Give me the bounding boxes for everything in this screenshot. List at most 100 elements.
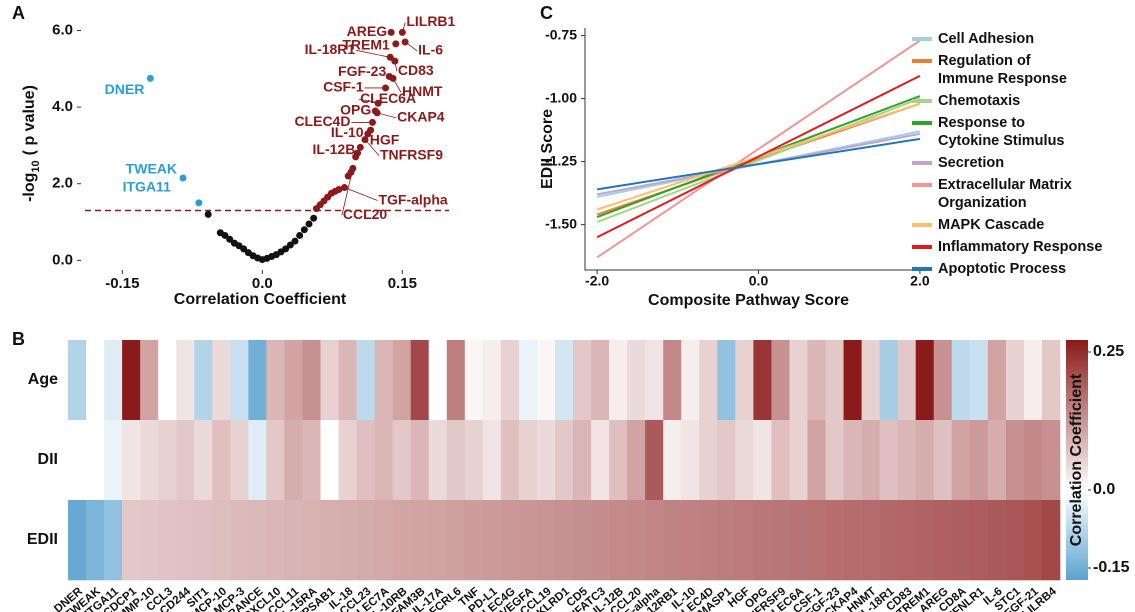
heat-cell: [771, 340, 790, 421]
heat-cell: [320, 420, 339, 501]
heat-cell: [410, 340, 430, 421]
point-label: CCL20: [343, 206, 388, 222]
heat-cell: [464, 500, 484, 581]
legend-item: Secretion: [912, 154, 1102, 172]
heat-cell: [1023, 420, 1043, 501]
heat-cell: [158, 420, 177, 501]
heat-cell: [843, 340, 862, 421]
heat-cell: [518, 420, 538, 501]
legend-label: Secretion: [938, 155, 1005, 171]
heat-cell: [68, 340, 87, 421]
legend-swatch: [912, 161, 932, 165]
heat-cell: [915, 500, 935, 581]
heat-cell: [591, 420, 610, 501]
heat-cell: [104, 500, 123, 581]
legend-label: Inflammatory Response: [938, 239, 1103, 255]
heat-cell: [500, 500, 520, 581]
heat-cell: [861, 500, 880, 581]
point-label: CSF-1: [323, 79, 364, 95]
heat-cell: [807, 340, 826, 421]
series-line: [596, 75, 921, 239]
legend-swatch: [912, 37, 932, 41]
heat-cell: [230, 340, 249, 421]
legend-item: Cell Adhesion: [912, 30, 1102, 48]
point: [221, 231, 229, 239]
heat-cell: [158, 340, 177, 421]
heat-cell: [717, 340, 736, 421]
row-label: DII: [38, 451, 58, 468]
heat-cell: [609, 340, 628, 421]
heat-cell: [627, 340, 646, 421]
legend-label: Extracellular Matrix Organization: [938, 177, 1072, 211]
heat-cell: [717, 420, 736, 501]
x-tick-label: 2.0: [910, 273, 930, 289]
heat-cell: [68, 420, 87, 501]
point-label: TWEAK: [126, 161, 177, 177]
point: [340, 184, 348, 192]
y-tick-label: 4.0: [52, 98, 73, 115]
point: [179, 174, 187, 182]
heat-cell: [356, 500, 375, 581]
series-line: [596, 97, 921, 224]
point: [349, 164, 357, 172]
y-tick-label: -0.75: [545, 26, 577, 42]
point: [354, 149, 362, 157]
heat-cell: [591, 340, 610, 421]
heat-cell: [212, 340, 231, 421]
series-line: [596, 137, 921, 191]
heat-cell: [284, 500, 303, 581]
row-label: EDII: [27, 531, 58, 548]
heat-cell: [122, 500, 141, 581]
heat-cell: [645, 420, 664, 501]
point: [356, 143, 364, 151]
heat-cell: [518, 500, 538, 581]
point: [373, 109, 381, 117]
heat-cell: [374, 340, 393, 421]
panel-label: C: [540, 3, 553, 23]
heat-cell: [987, 500, 1007, 581]
point-label: TREM1: [342, 37, 390, 53]
heat-cell: [536, 340, 556, 421]
heat-cell: [933, 500, 953, 581]
heat-cell: [482, 500, 502, 581]
point-label: IL-12B: [313, 141, 356, 157]
point-label: AREG: [347, 23, 388, 39]
heat-cell: [879, 500, 898, 581]
heat-cell: [392, 500, 411, 581]
heat-cell: [951, 420, 971, 501]
heat-cell: [428, 420, 448, 501]
heat-cell: [825, 340, 844, 421]
legend-item: MAPK Cascade: [912, 216, 1102, 234]
heat-cell: [807, 420, 826, 501]
heat-cell: [428, 500, 448, 581]
point: [305, 220, 313, 228]
x-tick-label: 0.0: [749, 273, 769, 289]
heat-cell: [681, 420, 700, 501]
heat-cell: [122, 340, 141, 421]
point: [374, 99, 382, 107]
heat-cell: [554, 420, 574, 501]
heat-cell: [374, 500, 393, 581]
legend-label: Apoptotic Process: [938, 261, 1067, 277]
legend-label: Regulation of Immune Response: [938, 53, 1067, 87]
heat-cell: [627, 420, 646, 501]
heat-cell: [933, 420, 953, 501]
heat-cell: [609, 500, 628, 581]
label-connector: [364, 139, 380, 156]
heat-cell: [897, 420, 917, 501]
panel-label: B: [12, 329, 25, 349]
heat-cell: [753, 340, 772, 421]
heat-cell: [699, 340, 718, 421]
heat-cell: [446, 340, 466, 421]
y-tick-label: -1.00: [545, 89, 577, 105]
heat-cell: [284, 340, 303, 421]
heat-cell: [861, 420, 880, 501]
legend-item: Extracellular Matrix Organization: [912, 176, 1102, 212]
heat-cell: [591, 500, 610, 581]
heat-cell: [789, 500, 808, 581]
heat-cell: [338, 500, 357, 581]
y-axis-title: EDII Score: [539, 109, 556, 189]
heat-cell: [86, 420, 105, 501]
heat-cell: [194, 420, 213, 501]
